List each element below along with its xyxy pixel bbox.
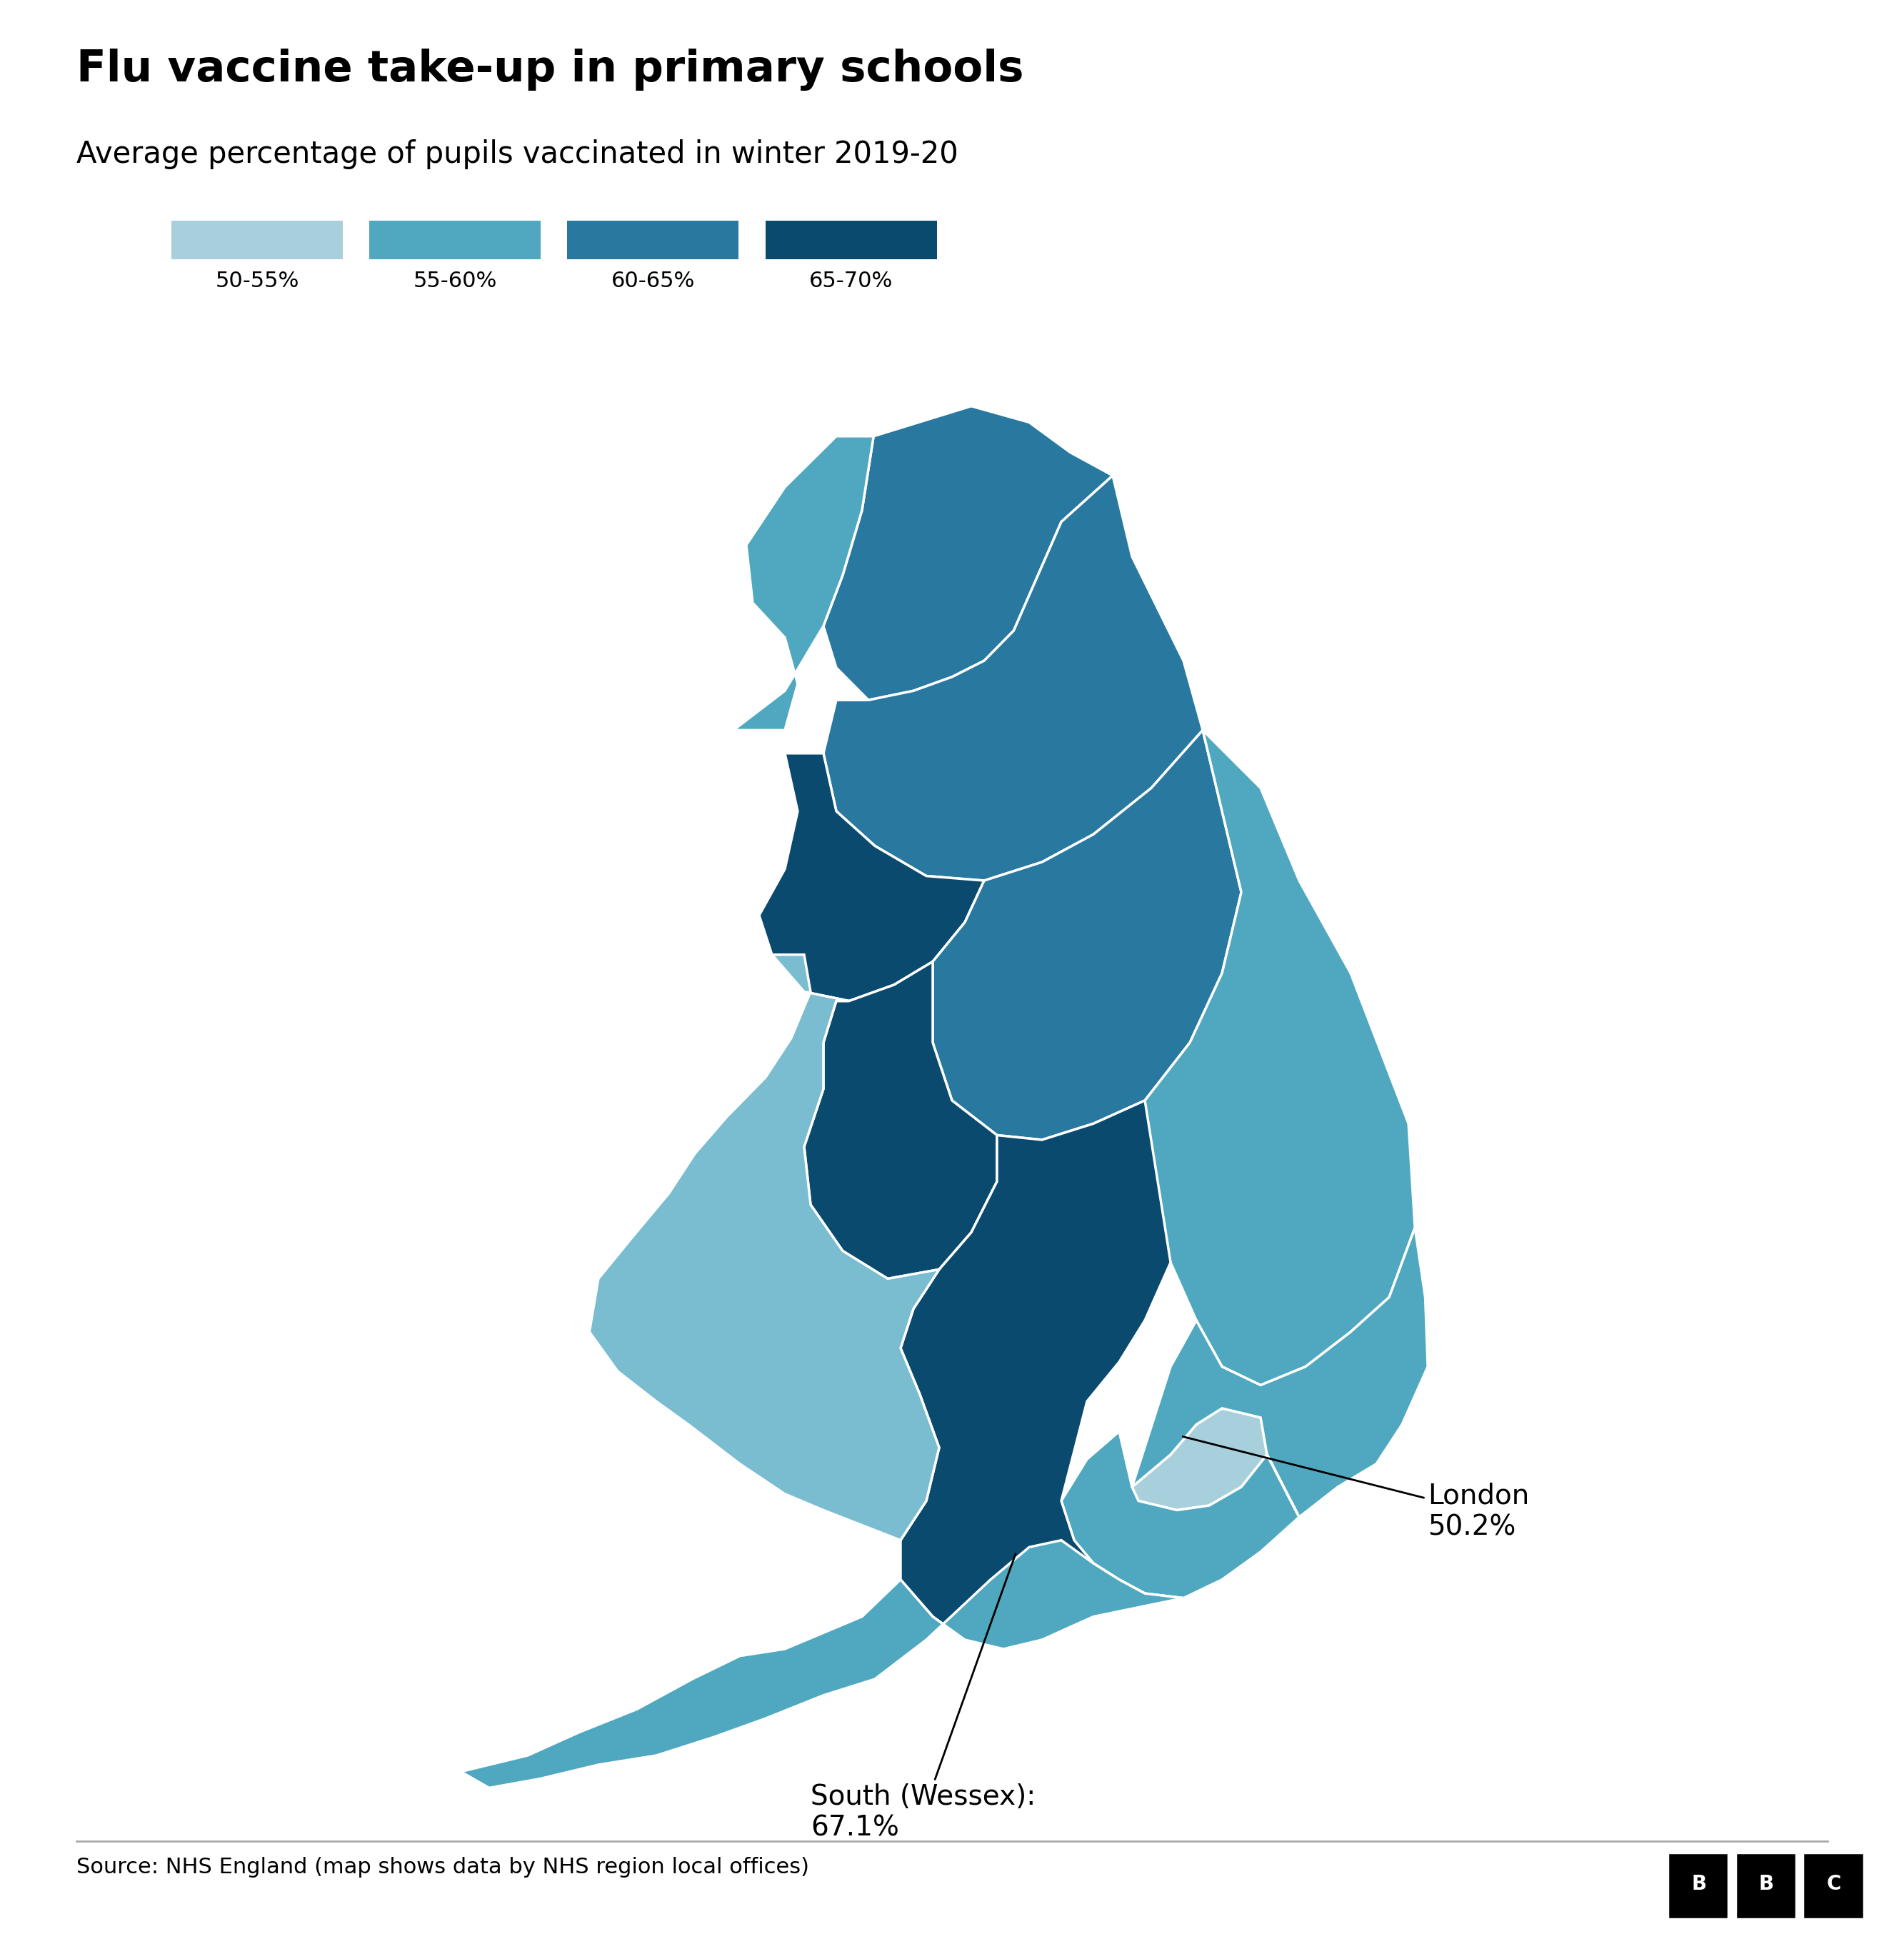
Polygon shape [823,476,1203,880]
Text: Source: NHS England (map shows data by NHS region local offices): Source: NHS England (map shows data by N… [76,1857,809,1878]
Text: C: C [1826,1874,1841,1893]
Text: 50-55%: 50-55% [215,271,299,292]
Polygon shape [823,406,1112,700]
Text: Flu vaccine take-up in primary schools: Flu vaccine take-up in primary schools [76,48,1024,91]
Bar [1735,1853,1795,1919]
Text: Average percentage of pupils vaccinated in winter 2019-20: Average percentage of pupils vaccinated … [76,139,958,170]
Text: South (Wessex):
67.1%: South (Wessex): 67.1% [811,1553,1036,1841]
Polygon shape [760,754,984,1002]
Polygon shape [1133,1408,1266,1510]
Text: B: B [1759,1874,1775,1893]
Bar [1668,1853,1729,1919]
Polygon shape [1144,731,1415,1385]
Text: B: B [1691,1874,1706,1893]
Text: 60-65%: 60-65% [611,271,695,292]
Polygon shape [461,1539,1184,1787]
Polygon shape [1061,1228,1428,1597]
Polygon shape [590,955,939,1539]
Text: 55-60%: 55-60% [413,271,497,292]
Polygon shape [803,961,998,1278]
Bar [1803,1853,1864,1919]
Polygon shape [933,731,1241,1139]
Text: 65-70%: 65-70% [809,271,893,292]
Polygon shape [901,1100,1184,1650]
Text: London
50.2%: London 50.2% [1182,1437,1529,1541]
Polygon shape [733,437,874,731]
